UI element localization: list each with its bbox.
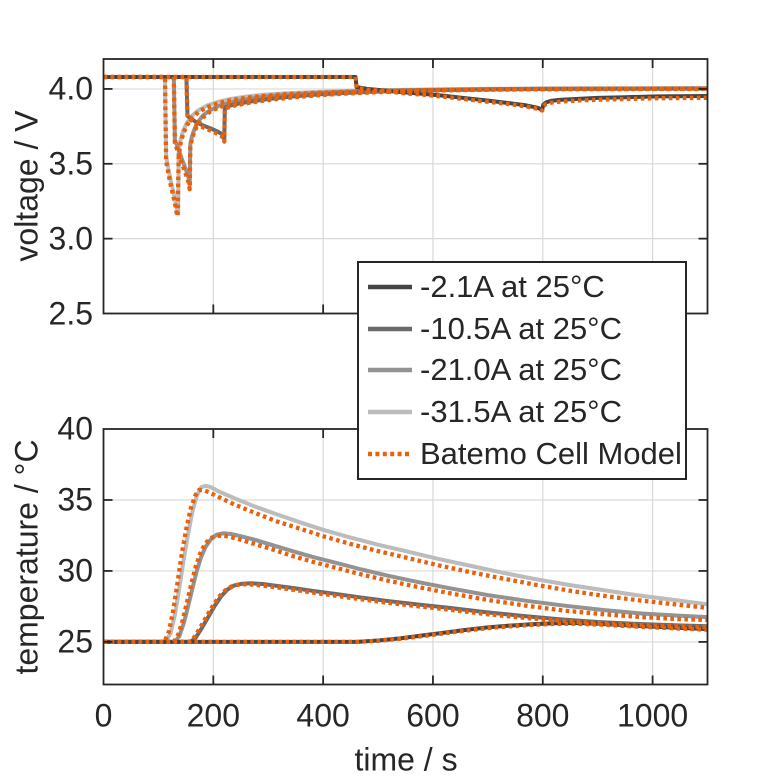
x-tick-label: 400 <box>296 697 350 734</box>
legend-entry: -31.5A at 25°C <box>367 394 685 430</box>
series-line <box>103 533 708 645</box>
legend-label: -10.5A at 25°C <box>420 310 622 346</box>
y-tick-label: 30 <box>57 552 93 589</box>
series-line <box>103 75 708 112</box>
legend-entry: -21.0A at 25°C <box>367 352 685 388</box>
legend-entry: Batemo Cell Model <box>367 436 685 472</box>
series-line <box>103 621 708 645</box>
x-tick-label: 600 <box>406 697 460 734</box>
legend-label: -2.1A at 25°C <box>420 268 605 304</box>
x-tick-label: 800 <box>516 697 570 734</box>
series-line <box>103 487 708 645</box>
legend-entry: -2.1A at 25°C <box>367 269 685 305</box>
legend-label: -21.0A at 25°C <box>420 352 622 388</box>
solid-line-swatch-icon <box>368 326 412 331</box>
y-tick-label: 40 <box>57 410 93 447</box>
x-tick-label: 1000 <box>616 697 689 734</box>
legend-label: -31.5A at 25°C <box>420 394 622 430</box>
solid-line-swatch-icon <box>368 284 412 290</box>
y-tick-label: 3.5 <box>48 145 93 182</box>
dotted-line-swatch-icon <box>368 451 412 457</box>
legend-entry: -10.5A at 25°C <box>367 311 685 347</box>
solid-line-swatch-icon <box>368 410 412 415</box>
series-line <box>103 582 708 645</box>
y-tick-label: 4.0 <box>48 70 93 107</box>
series-line <box>103 483 708 644</box>
y-tick-label: 3.0 <box>48 220 93 257</box>
y-tick-label: 2.5 <box>48 295 93 331</box>
time-axis-label: time / s <box>354 741 458 778</box>
x-tick-label: 200 <box>186 697 241 734</box>
legend-box: -2.1A at 25°C -10.5A at 25°C -21.0A at 25°… <box>357 261 687 480</box>
solid-line-swatch-icon <box>368 368 412 373</box>
series-line <box>103 74 708 219</box>
legend-label: Batemo Cell Model <box>420 436 682 472</box>
y-tick-label: 25 <box>57 623 93 660</box>
x-tick-label: 0 <box>94 697 113 734</box>
series-line <box>103 531 708 644</box>
y-tick-label: 35 <box>57 481 93 518</box>
series-line <box>103 74 708 144</box>
